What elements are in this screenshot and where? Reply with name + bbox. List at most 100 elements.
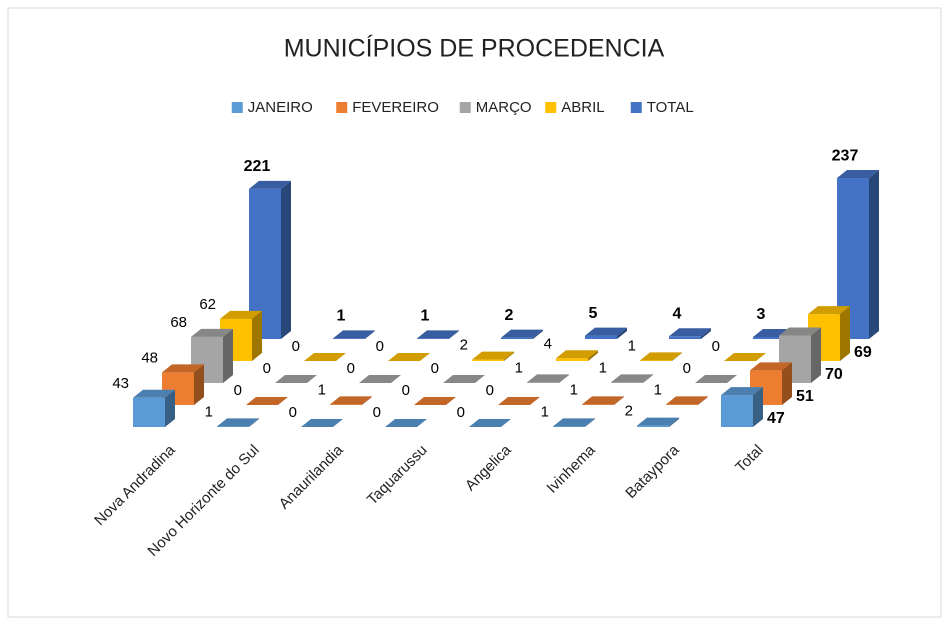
bar-top — [721, 387, 763, 396]
data-label: 1 — [205, 403, 213, 420]
data-label: 1 — [628, 337, 636, 354]
bar-side — [252, 310, 262, 361]
bar — [162, 364, 204, 405]
legend-swatch — [231, 102, 243, 113]
bar-side — [533, 329, 543, 339]
bar-side — [840, 306, 850, 361]
bar — [779, 327, 821, 383]
data-label: 237 — [832, 147, 859, 164]
bar-side — [249, 418, 259, 427]
bar — [724, 353, 766, 361]
data-label: 62 — [199, 296, 216, 313]
bar-side — [362, 396, 372, 405]
bar-top — [301, 419, 343, 427]
bar — [501, 329, 543, 339]
bar-front — [333, 338, 365, 339]
data-label: 4 — [544, 335, 552, 352]
data-label: 221 — [244, 158, 271, 175]
bar — [611, 374, 653, 383]
bar — [359, 375, 401, 383]
bar — [585, 327, 627, 339]
bar-side — [869, 170, 879, 339]
legend-swatch — [630, 102, 642, 113]
bar-front — [417, 338, 449, 339]
bar — [385, 419, 427, 427]
bar — [246, 397, 288, 405]
bar-front — [721, 395, 753, 427]
bar-front — [753, 336, 785, 339]
bar-side — [617, 327, 627, 339]
data-label: 0 — [234, 382, 242, 399]
bar-front — [556, 358, 588, 361]
data-label: 5 — [589, 305, 598, 322]
data-label: 2 — [625, 403, 633, 420]
data-label: 0 — [457, 404, 465, 421]
bar-side — [782, 362, 792, 405]
bar-top — [750, 362, 792, 371]
bar — [469, 419, 511, 427]
data-label: 2 — [505, 307, 514, 324]
bar-top — [359, 375, 401, 383]
data-label: 2 — [460, 337, 468, 354]
data-label: 48 — [141, 349, 158, 366]
data-label: 0 — [289, 404, 297, 421]
bar-front — [637, 425, 669, 427]
bar-side — [672, 352, 682, 361]
bar-front — [527, 382, 559, 383]
data-label: 0 — [486, 382, 494, 399]
bar-top — [133, 389, 175, 398]
bar-top — [724, 353, 766, 361]
bar-top — [162, 364, 204, 373]
bar-top — [443, 375, 485, 383]
data-label: 1 — [421, 308, 430, 325]
bar-front — [585, 335, 617, 339]
bar — [133, 389, 175, 427]
chart-frame — [7, 7, 942, 618]
bar-side — [811, 327, 821, 383]
bar-side — [449, 330, 459, 339]
bar-side — [614, 396, 624, 405]
legend-swatch — [545, 102, 557, 113]
bar-front — [330, 404, 362, 405]
bar-top — [414, 397, 456, 405]
bar-front — [217, 426, 249, 427]
data-label: 0 — [376, 338, 384, 355]
bar — [695, 375, 737, 383]
bar — [330, 396, 372, 405]
bar-side — [504, 351, 514, 361]
bar-side — [194, 364, 204, 405]
bar — [721, 387, 763, 427]
bar-front — [553, 426, 585, 427]
bar-top — [220, 310, 262, 319]
bar — [388, 353, 430, 361]
legend-label: JANEIRO — [248, 99, 313, 116]
bar-top — [553, 418, 595, 427]
legend-swatch — [459, 102, 471, 113]
bar-top — [779, 327, 821, 336]
data-label: 0 — [683, 360, 691, 377]
bar-top — [246, 397, 288, 405]
bar — [217, 418, 259, 427]
data-label: 70 — [825, 366, 843, 383]
bar — [666, 396, 708, 405]
bar-side — [281, 180, 291, 339]
bar-top — [637, 417, 679, 426]
data-label: 1 — [515, 359, 523, 376]
bar-top — [191, 328, 233, 337]
data-label: 1 — [599, 359, 607, 376]
bar-front — [669, 336, 701, 339]
legend-label: ABRIL — [561, 99, 604, 116]
bar — [275, 375, 317, 383]
bar-side — [753, 387, 763, 427]
bar-top — [469, 419, 511, 427]
bar-top — [498, 397, 540, 405]
data-label: 1 — [541, 403, 549, 420]
data-label: 51 — [796, 388, 814, 405]
bar-top — [388, 353, 430, 361]
bar-top — [808, 306, 850, 315]
data-label: 47 — [767, 410, 785, 427]
bar — [417, 330, 459, 339]
data-label: 4 — [673, 306, 682, 323]
data-label: 1 — [654, 381, 662, 398]
